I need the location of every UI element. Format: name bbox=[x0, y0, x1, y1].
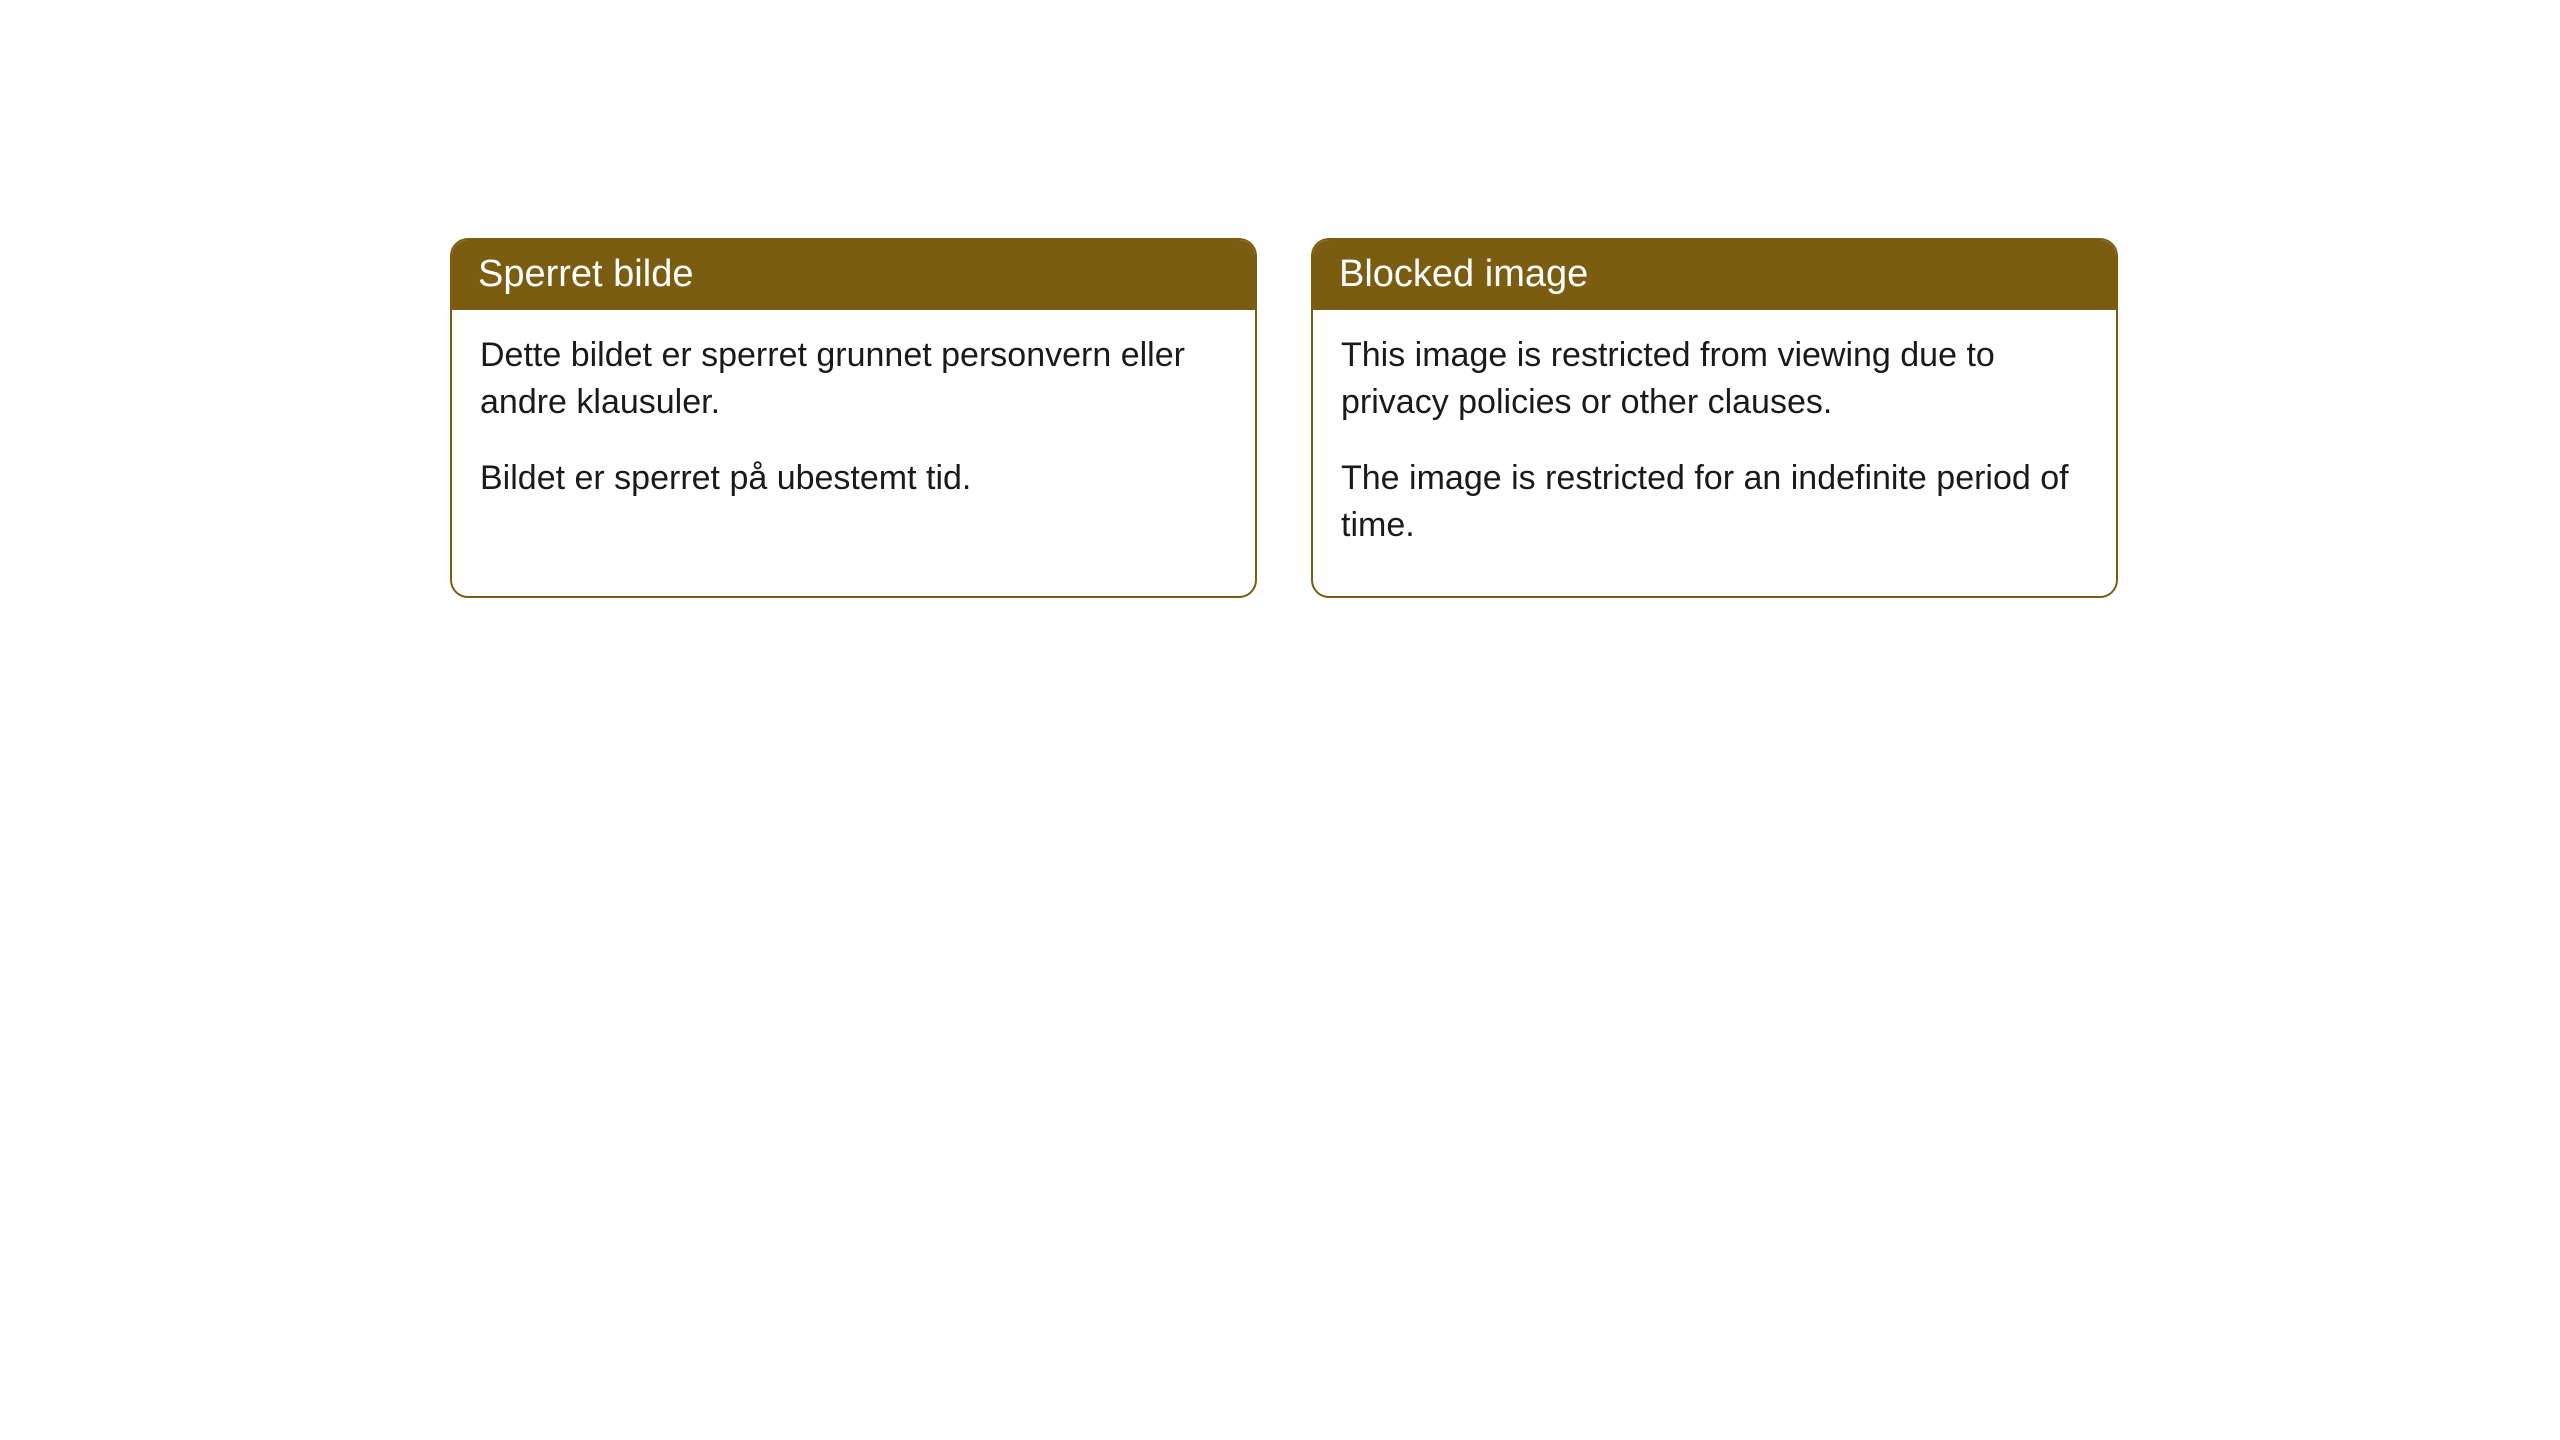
card-norwegian: Sperret bilde Dette bildet er sperret gr… bbox=[450, 238, 1257, 598]
cards-container: Sperret bilde Dette bildet er sperret gr… bbox=[450, 238, 2118, 598]
card-paragraph: Bildet er sperret på ubestemt tid. bbox=[480, 455, 1227, 503]
card-paragraph: The image is restricted for an indefinit… bbox=[1341, 455, 2088, 550]
card-english: Blocked image This image is restricted f… bbox=[1311, 238, 2118, 598]
card-paragraph: This image is restricted from viewing du… bbox=[1341, 332, 2088, 427]
card-header: Blocked image bbox=[1313, 240, 2116, 310]
card-body: This image is restricted from viewing du… bbox=[1313, 310, 2116, 596]
card-header: Sperret bilde bbox=[452, 240, 1255, 310]
card-body: Dette bildet er sperret grunnet personve… bbox=[452, 310, 1255, 549]
card-paragraph: Dette bildet er sperret grunnet personve… bbox=[480, 332, 1227, 427]
